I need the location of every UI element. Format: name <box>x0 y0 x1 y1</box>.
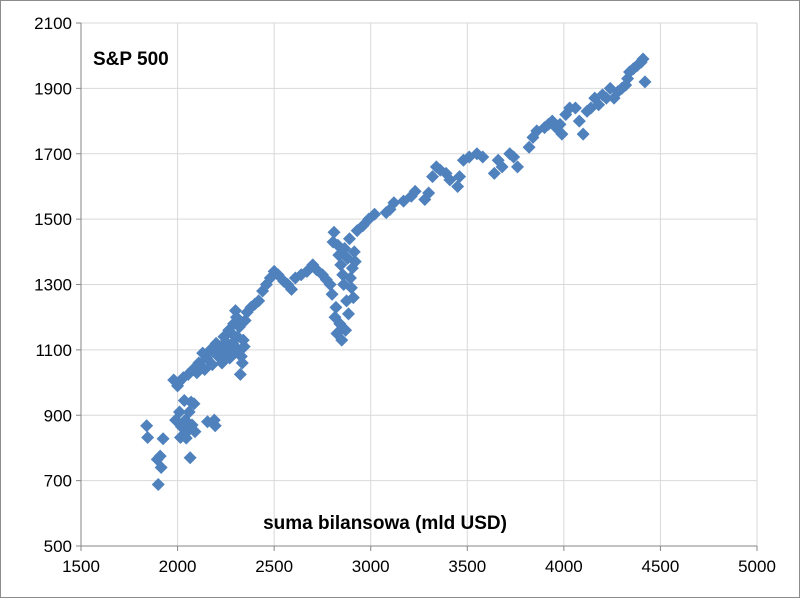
data-point <box>188 425 202 439</box>
data-point <box>141 430 155 444</box>
data-point <box>387 196 401 210</box>
x-tick-label: 5000 <box>738 557 776 576</box>
data-point <box>368 207 382 221</box>
data-point <box>151 478 165 492</box>
axes <box>76 22 758 551</box>
data-point <box>568 101 582 115</box>
data-point <box>453 170 467 184</box>
data-point <box>476 150 490 164</box>
data-point <box>334 258 348 272</box>
data-point <box>233 367 247 381</box>
data-point <box>182 405 196 419</box>
x-tick-labels: 1500 2000 2500 3000 3500 4000 4500 5000 <box>62 557 776 576</box>
data-point <box>422 186 436 200</box>
data-point <box>244 300 258 314</box>
x-tick-label: 3500 <box>448 557 486 576</box>
data-point <box>154 461 168 475</box>
y-tick-label: 1300 <box>34 276 72 295</box>
x-tick-label: 4500 <box>642 557 680 576</box>
y-tick-label: 1700 <box>34 145 72 164</box>
data-point <box>343 271 357 285</box>
gridlines <box>80 22 758 547</box>
y-tick-label: 2100 <box>34 14 72 33</box>
data-point <box>487 166 501 180</box>
data-points <box>140 52 652 492</box>
data-point <box>140 419 154 433</box>
data-point <box>237 340 251 354</box>
data-point <box>592 98 606 112</box>
y-tick-label: 500 <box>44 537 72 556</box>
data-point <box>342 307 356 321</box>
y-tick-labels: 500 700 900 1100 1300 1500 1700 1900 2100 <box>34 14 72 556</box>
data-point <box>285 282 299 296</box>
data-point <box>187 397 201 411</box>
data-point <box>522 140 536 154</box>
data-point <box>329 300 343 314</box>
data-point <box>252 294 266 308</box>
x-tick-label: 1500 <box>62 557 100 576</box>
data-point <box>408 184 422 198</box>
data-point <box>576 127 590 141</box>
chart-title: S&P 500 <box>93 49 169 70</box>
x-tick-label: 2500 <box>255 557 293 576</box>
data-point <box>348 255 362 269</box>
data-point <box>344 281 358 295</box>
y-tick-label: 1100 <box>35 341 72 360</box>
data-point <box>636 52 650 66</box>
data-point <box>153 449 167 463</box>
data-point <box>626 62 640 76</box>
data-point <box>173 405 187 419</box>
data-point <box>553 117 567 131</box>
y-tick-label: 1500 <box>34 210 72 229</box>
data-point <box>325 287 339 301</box>
data-point <box>638 75 652 89</box>
data-point <box>426 170 440 184</box>
y-tick-label: 700 <box>44 472 72 491</box>
data-point <box>451 179 465 193</box>
data-point <box>205 358 219 372</box>
data-point <box>248 297 262 311</box>
data-point <box>327 225 341 239</box>
x-tick-label: 2000 <box>159 557 197 576</box>
x-axis-title: suma bilansowa (mld USD) <box>263 513 507 534</box>
data-point <box>335 333 349 347</box>
x-tick-label: 4000 <box>545 557 583 576</box>
data-point <box>572 114 586 128</box>
data-point <box>495 160 509 174</box>
data-point <box>183 451 197 465</box>
data-point <box>346 291 360 305</box>
data-point <box>339 323 353 337</box>
data-point <box>156 432 170 446</box>
y-tick-label: 1900 <box>34 79 72 98</box>
data-point <box>342 232 356 246</box>
data-point <box>347 245 361 259</box>
data-point <box>503 147 517 161</box>
data-point <box>599 91 613 105</box>
data-point <box>507 150 521 164</box>
data-point <box>555 127 569 141</box>
data-point <box>235 356 249 370</box>
data-point <box>323 278 337 291</box>
y-tick-label: 900 <box>44 406 72 425</box>
data-point <box>208 419 222 433</box>
x-tick-label: 3000 <box>352 557 390 576</box>
data-point <box>511 160 525 174</box>
